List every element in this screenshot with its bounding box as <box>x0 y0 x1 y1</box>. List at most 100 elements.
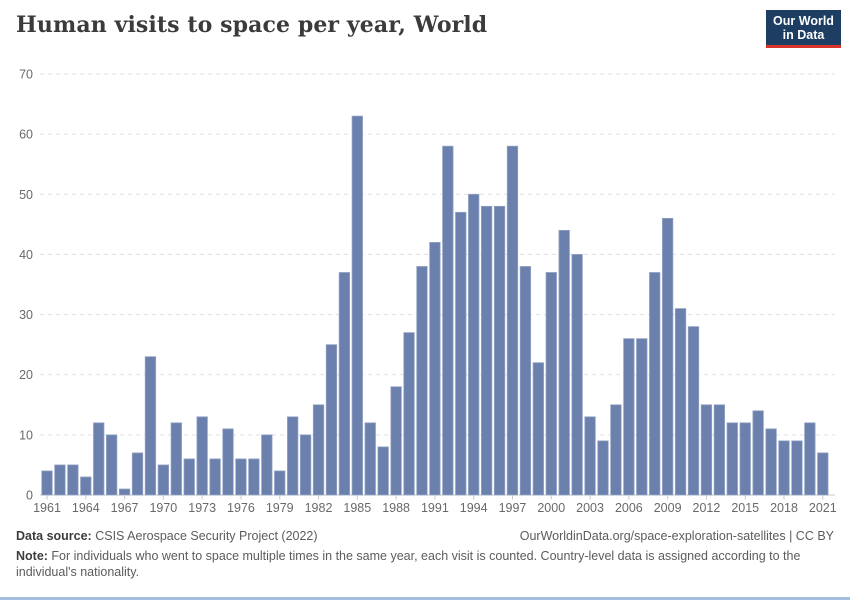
x-tick-label-2012: 2012 <box>693 501 721 515</box>
bar-1999[interactable] <box>532 362 544 496</box>
owid-logo-text-line2: in Data <box>782 27 825 42</box>
y-tick-label-50: 50 <box>19 188 33 202</box>
x-tick-label-2009: 2009 <box>654 501 682 515</box>
x-tick-label-1961: 1961 <box>33 501 61 515</box>
owid-logo[interactable]: Our World in Data <box>766 10 841 48</box>
x-tick-label-1979: 1979 <box>266 501 294 515</box>
bar-1985[interactable] <box>351 115 363 496</box>
bar-2000[interactable] <box>545 272 557 496</box>
bar-2001[interactable] <box>558 229 570 496</box>
bar-1990[interactable] <box>416 266 428 496</box>
bar-1983[interactable] <box>325 344 338 496</box>
x-tick-label-2003: 2003 <box>576 501 604 515</box>
bar-1992[interactable] <box>442 145 454 496</box>
bar-1988[interactable] <box>390 386 402 496</box>
bar-2016[interactable] <box>752 410 764 496</box>
bar-1978[interactable] <box>261 434 273 496</box>
bar-1984[interactable] <box>338 272 351 496</box>
bar-2003[interactable] <box>584 416 596 496</box>
bar-2006[interactable] <box>623 338 635 496</box>
bar-1991[interactable] <box>429 242 441 496</box>
bar-1961[interactable] <box>41 470 53 496</box>
x-tick-label-1976: 1976 <box>227 501 255 515</box>
bar-2002[interactable] <box>571 254 583 496</box>
bar-2017[interactable] <box>765 428 777 496</box>
bar-2020[interactable] <box>804 422 816 496</box>
bar-2007[interactable] <box>636 338 648 496</box>
bar-2004[interactable] <box>597 440 609 496</box>
owid-logo-text-line1: Our World <box>773 13 834 28</box>
bar-2005[interactable] <box>610 404 622 496</box>
source-row: Data source: CSIS Aerospace Security Pro… <box>16 528 834 544</box>
bar-1975[interactable] <box>222 428 234 496</box>
note-text: For individuals who went to space multip… <box>16 549 801 579</box>
bar-1977[interactable] <box>248 458 260 496</box>
bar-2014[interactable] <box>726 422 738 496</box>
bar-2015[interactable] <box>739 422 751 496</box>
data-source-label: Data source: <box>16 529 92 543</box>
bar-1987[interactable] <box>377 446 389 496</box>
x-tick-label-1991: 1991 <box>421 501 449 515</box>
bar-1962[interactable] <box>54 464 66 496</box>
bar-1982[interactable] <box>312 404 325 496</box>
bar-1967[interactable] <box>118 488 131 496</box>
x-tick-label-2015: 2015 <box>731 501 759 515</box>
bar-1979[interactable] <box>274 470 286 496</box>
x-tick-label-1964: 1964 <box>72 501 100 515</box>
bar-1965[interactable] <box>93 422 105 496</box>
y-tick-label-20: 20 <box>19 368 33 382</box>
bar-1972[interactable] <box>183 458 195 496</box>
bar-1986[interactable] <box>364 422 376 496</box>
citation-link[interactable]: OurWorldinData.org/space-exploration-sat… <box>519 529 834 543</box>
bar-1980[interactable] <box>287 416 299 496</box>
bar-1974[interactable] <box>209 458 221 496</box>
x-tick-label-2000: 2000 <box>537 501 565 515</box>
data-source: Data source: CSIS Aerospace Security Pro… <box>16 528 318 544</box>
x-tick-label-1997: 1997 <box>499 501 527 515</box>
bar-2010[interactable] <box>674 308 687 496</box>
bar-2011[interactable] <box>687 326 700 496</box>
bar-1996[interactable] <box>493 205 506 496</box>
x-tick-label-1970: 1970 <box>149 501 177 515</box>
bar-1993[interactable] <box>455 211 467 496</box>
bar-1968[interactable] <box>131 452 144 496</box>
y-tick-label-70: 70 <box>19 68 33 82</box>
note: Note: For individuals who went to space … <box>16 548 808 580</box>
y-tick-label-60: 60 <box>19 128 33 142</box>
x-tick-label-2018: 2018 <box>770 501 798 515</box>
x-tick-label-2006: 2006 <box>615 501 643 515</box>
bar-1998[interactable] <box>519 266 532 496</box>
bar-2021[interactable] <box>817 452 829 496</box>
note-label: Note: <box>16 549 48 563</box>
page-title: Human visits to space per year, World <box>16 12 488 38</box>
x-tick-label-1985: 1985 <box>343 501 371 515</box>
bar-1994[interactable] <box>468 193 480 496</box>
bar-2019[interactable] <box>791 440 803 496</box>
bar-1971[interactable] <box>170 422 182 496</box>
x-tick-label-1973: 1973 <box>188 501 216 515</box>
footer: Data source: CSIS Aerospace Security Pro… <box>16 528 834 580</box>
x-tick-label-1988: 1988 <box>382 501 410 515</box>
bar-2013[interactable] <box>713 404 725 496</box>
bar-1969[interactable] <box>144 356 157 496</box>
bar-2012[interactable] <box>700 404 713 496</box>
bar-1981[interactable] <box>299 434 312 496</box>
x-tick-label-2021: 2021 <box>809 501 837 515</box>
bar-2018[interactable] <box>778 440 790 496</box>
bar-1997[interactable] <box>506 145 519 496</box>
x-tick-label-1994: 1994 <box>460 501 488 515</box>
bar-1963[interactable] <box>67 464 79 496</box>
bar-1970[interactable] <box>157 464 169 496</box>
y-tick-label-30: 30 <box>19 308 33 322</box>
bar-1995[interactable] <box>480 205 493 496</box>
bar-2009[interactable] <box>662 217 674 496</box>
bar-2008[interactable] <box>649 272 661 496</box>
bar-1966[interactable] <box>106 434 118 496</box>
y-tick-labels: 0 10 20 30 40 50 60 70 <box>19 68 33 503</box>
bar-1976[interactable] <box>235 458 247 496</box>
bar-1989[interactable] <box>403 332 415 496</box>
bar-1973[interactable] <box>196 416 208 496</box>
y-tick-label-10: 10 <box>19 428 33 442</box>
bar-1964[interactable] <box>80 476 92 496</box>
